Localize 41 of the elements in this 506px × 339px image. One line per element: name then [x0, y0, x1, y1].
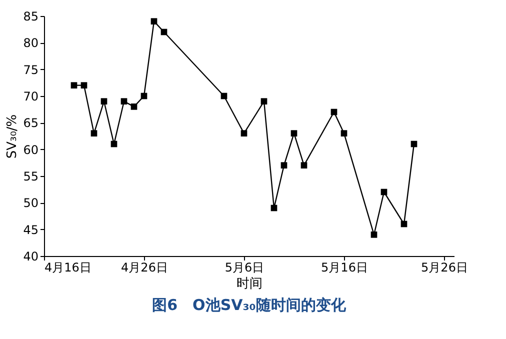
- point: [140, 92, 148, 100]
- x-tick-label: 5月26日: [421, 260, 468, 274]
- point: [340, 130, 348, 136]
- y-tick-label: 85: [23, 10, 38, 24]
- point: [290, 130, 298, 136]
- point: [260, 98, 268, 104]
- y-tick-label: 45: [23, 222, 38, 237]
- point: [400, 220, 408, 228]
- x-tick-label: 5月16日: [321, 260, 368, 274]
- x-tick-label: 4月16日: [44, 260, 92, 274]
- y-tick-label: 60: [23, 142, 38, 157]
- point: [160, 28, 168, 36]
- y-tick-label: 70: [23, 90, 38, 104]
- point: [410, 140, 418, 148]
- point: [300, 162, 308, 168]
- point: [220, 92, 228, 100]
- point: [330, 108, 338, 116]
- point: [130, 104, 138, 110]
- y-tick-label: 75: [23, 62, 38, 77]
- point: [270, 204, 278, 212]
- point: [80, 82, 88, 88]
- point: [150, 18, 158, 24]
- point: [370, 232, 378, 238]
- x-axis-title: 时间: [236, 276, 262, 292]
- y-tick-label: 80: [23, 36, 38, 50]
- y-tick-label: 50: [23, 196, 38, 210]
- point: [120, 98, 128, 104]
- point: [100, 98, 108, 104]
- y-axis-title: SV₃₀/%: [5, 114, 20, 159]
- y-tick-label: 40: [23, 250, 38, 264]
- text: 图6 O池SV₃₀随时间的变化: [152, 296, 347, 314]
- point: [280, 162, 288, 168]
- x-tick-label: 4月26日: [121, 260, 168, 274]
- point: [380, 188, 388, 196]
- point: [90, 130, 98, 136]
- point: [110, 140, 118, 148]
- y-tick-label: 65: [23, 116, 38, 130]
- x-tick-label: 5月6日: [224, 260, 264, 274]
- point: [70, 82, 78, 88]
- point: [240, 130, 248, 136]
- y-tick-label: 55: [23, 170, 38, 184]
